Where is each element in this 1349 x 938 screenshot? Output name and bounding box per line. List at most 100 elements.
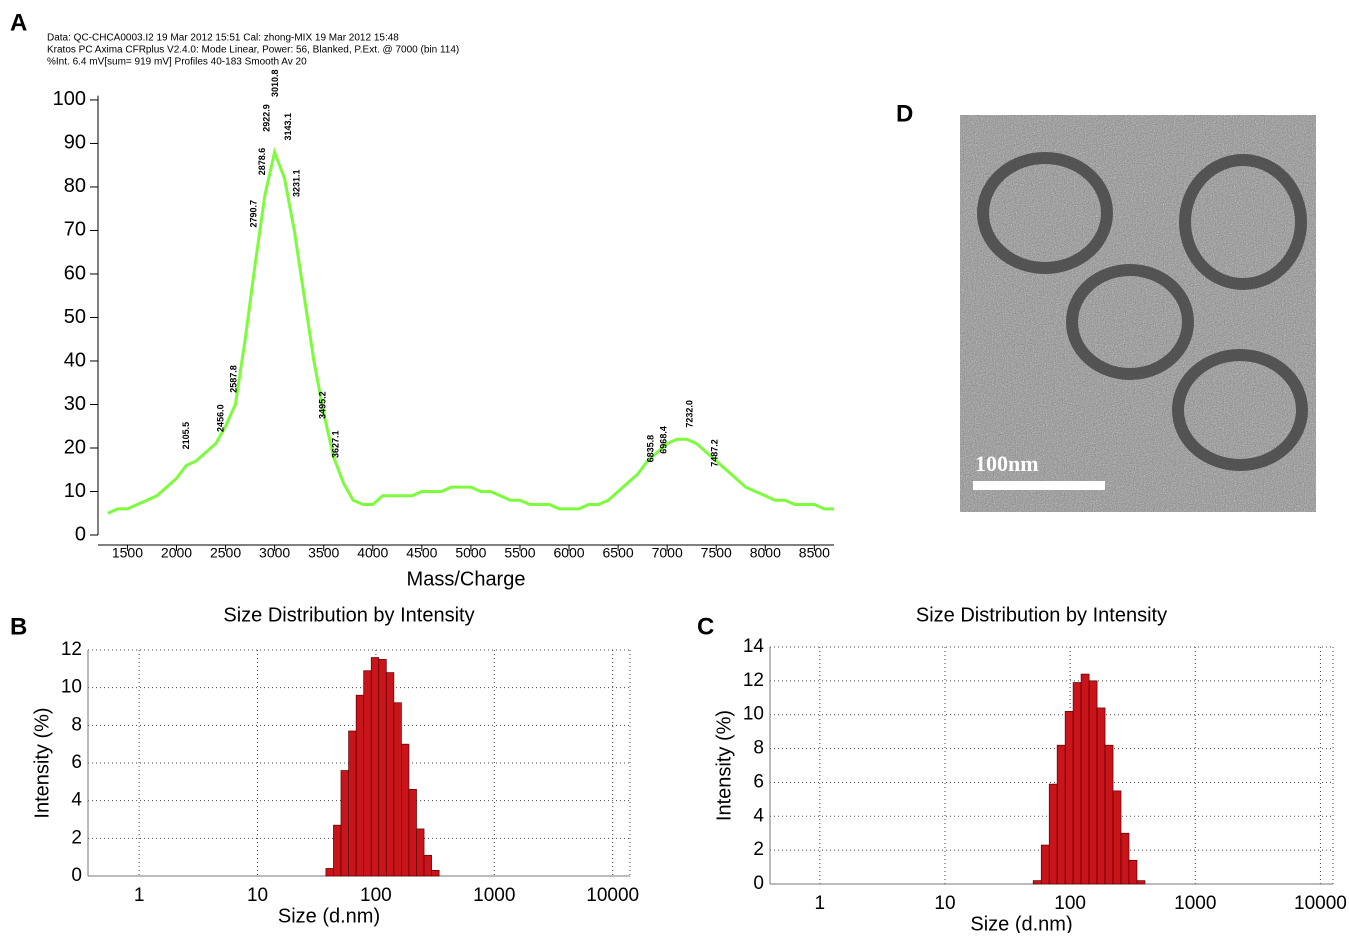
peak-label: 3231.1 [292,169,302,197]
bar [401,743,410,877]
particle [1179,154,1307,290]
x-tick-label: 6000 [553,545,584,561]
peak-label: 2587.8 [229,365,239,393]
x-tick-label: 10000 [586,885,639,906]
y-tick-label: 60 [64,262,86,284]
peak-label: 2790.7 [248,200,258,228]
peak-label: 3143.1 [283,113,293,141]
bar [1112,790,1122,885]
x-tick-label: 4500 [406,545,437,561]
bar [1096,707,1106,885]
particle [1066,264,1194,380]
bar [325,868,334,877]
peak-label: 3010.8 [270,69,280,97]
x-tick-label: 1 [134,885,145,906]
peak-label: 6968.4 [658,426,668,454]
bar [1128,859,1138,885]
bar [431,869,440,877]
y-tick-label: 8 [71,714,82,735]
panel-label: D [896,100,913,127]
bar [378,659,387,877]
y-axis-label: Intensity (%) [713,710,735,821]
panel-label: C [697,613,714,640]
peak-label: 2456.0 [216,404,226,432]
y-tick-label: 50 [64,306,86,328]
bar [1056,744,1066,885]
x-tick-label: 100 [1054,893,1086,914]
bar [355,694,365,877]
bar [1088,680,1098,885]
bar [363,670,372,877]
y-tick-label: 12 [61,639,82,660]
bar [370,657,380,877]
y-tick-label: 8 [753,738,764,759]
x-axis-label: Mass/Charge [407,568,526,590]
x-tick-label: 7000 [652,545,683,561]
y-tick-label: 90 [64,132,86,154]
peak-label: 7232.0 [684,400,694,428]
header-line: Kratos PC Axima CFRplus V2.4.0: Mode Lin… [47,45,459,56]
chart-title: Size Distribution by Intensity [223,604,474,626]
x-tick-label: 4000 [357,545,388,561]
panel-label: B [10,613,27,640]
y-tick-label: 4 [71,790,82,811]
bar [1048,783,1058,885]
y-tick-label: 0 [753,873,764,894]
bar [1040,844,1050,885]
x-tick-label: 5500 [504,545,535,561]
x-tick-label: 8500 [799,545,830,561]
y-tick-label: 2 [71,827,82,848]
x-tick-label: 2500 [210,545,241,561]
spectrum-line [107,147,834,515]
y-tick-label: 100 [53,88,86,110]
tem-image: 100nm [960,115,1316,512]
image-noise [960,115,1316,512]
x-tick-label: 3000 [259,545,290,561]
y-tick-label: 12 [743,670,764,691]
particle [1172,349,1308,471]
x-tick-label: 7500 [701,545,732,561]
y-tick-label: 10 [743,704,764,725]
y-tick-label: 0 [75,523,86,545]
bar [1120,832,1130,885]
bar [416,828,425,877]
y-tick-label: 70 [64,219,86,241]
x-tick-label: 10000 [1294,893,1347,914]
bar [340,770,349,877]
x-axis-label: Size (d.nm) [970,913,1072,933]
x-tick-label: 1000 [1174,893,1216,914]
bar [348,730,357,877]
peak-label: 3495.2 [318,391,328,419]
bar [1072,682,1082,885]
header-line: Data: QC-CHCA0003.I2 19 Mar 2012 15:51 C… [47,33,399,44]
bar [1032,880,1042,885]
y-axis-label: Intensity (%) [31,707,53,818]
peak-label: 6835.8 [645,435,655,463]
y-tick-label: 4 [753,805,764,826]
peak-label: 7487.2 [709,439,719,467]
y-tick-label: 6 [71,752,82,773]
x-tick-label: 10 [934,893,955,914]
x-tick-label: 1500 [112,545,143,561]
peak-label: 2922.9 [261,104,271,132]
y-tick-label: 30 [64,393,86,415]
peak-label: 3627.1 [331,431,341,459]
y-tick-label: 0 [71,865,82,886]
header-line: %Int. 6.4 mV[sum= 919 mV] Profiles 40-18… [47,57,307,68]
y-tick-label: 10 [64,480,86,502]
peak-label: 2105.5 [181,422,191,450]
x-tick-label: 8000 [750,545,781,561]
y-tick-label: 2 [753,839,764,860]
y-tick-label: 6 [753,771,764,792]
y-tick-label: 40 [64,349,86,371]
x-axis-label: Size (d.nm) [278,905,380,927]
scale-bar-label: 100nm [975,451,1039,476]
panel-label: A [10,9,27,36]
bar [1064,710,1074,885]
particle [977,152,1113,274]
peak-label: 2878.6 [257,148,267,176]
bar [423,854,432,877]
x-tick-label: 100 [360,885,392,906]
bar [333,824,342,877]
